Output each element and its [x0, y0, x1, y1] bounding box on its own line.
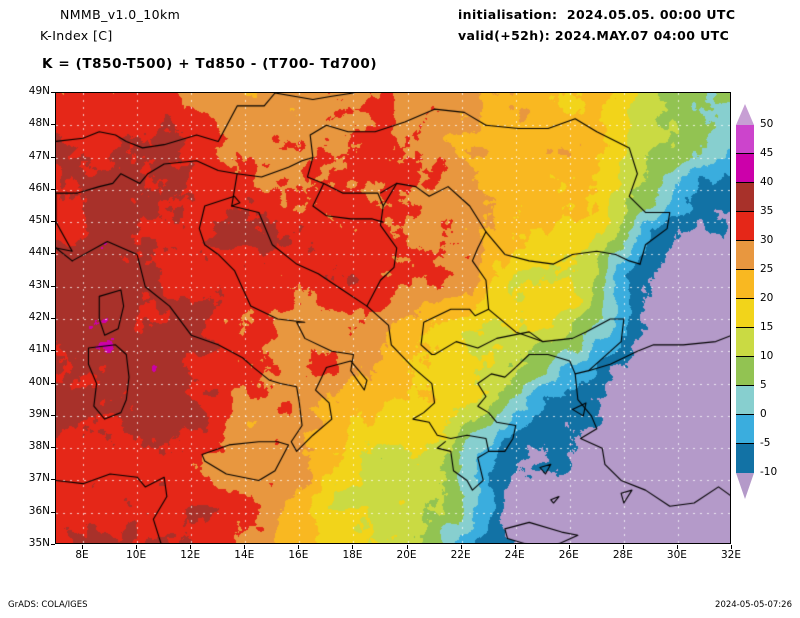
latitude-tick: [51, 285, 55, 287]
longitude-tick: [622, 545, 624, 549]
colorbar-band[interactable]: [736, 357, 754, 386]
latitude-tick: [51, 414, 55, 416]
longitude-tick-label: 10E: [126, 549, 147, 561]
latitude-tick: [51, 544, 55, 545]
longitude-tick: [406, 545, 408, 549]
colorbar-band[interactable]: [736, 299, 754, 328]
variable-name-label: K-Index [C]: [40, 28, 113, 43]
map-plot-area[interactable]: [55, 92, 731, 544]
latitude-tick: [51, 447, 55, 449]
longitude-tick: [244, 545, 246, 549]
colorbar-tick-label: 50: [760, 118, 774, 130]
latitude-tick-label: 39N: [28, 407, 50, 420]
longitude-tick-label: 14E: [234, 549, 255, 561]
timestamp-label: 2024-05-05-07:26: [715, 600, 792, 610]
colorbar-tick-label: -10: [760, 466, 778, 478]
longitude-tick: [190, 545, 192, 549]
latitude-tick: [51, 221, 55, 223]
latitude-tick: [51, 124, 55, 126]
longitude-tick-label: 12E: [180, 549, 201, 561]
model-name-label: NMMB_v1.0_10km: [60, 7, 181, 22]
colorbar-legend[interactable]: [736, 125, 754, 473]
longitude-tick: [676, 545, 678, 549]
latitude-tick: [51, 350, 55, 352]
longitude-tick: [298, 545, 300, 549]
longitude-tick: [731, 545, 732, 549]
formula-label: K = (T850-T500) + Td850 - (T700- Td700): [42, 56, 378, 72]
colorbar-tick-label: 5: [760, 379, 767, 391]
latitude-tick-label: 46N: [28, 181, 50, 194]
longitude-tick-label: 20E: [396, 549, 417, 561]
latitude-tick-label: 38N: [28, 440, 50, 453]
longitude-tick: [514, 545, 516, 549]
longitude-tick-label: 30E: [666, 549, 687, 561]
latitude-tick: [51, 92, 55, 93]
colorbar-tick-label: 20: [760, 292, 774, 304]
colorbar-tick-label: 10: [760, 350, 774, 362]
longitude-tick-label: 28E: [612, 549, 633, 561]
colorbar-tick-label: 40: [760, 176, 774, 188]
colorbar-tick-label: 45: [760, 147, 774, 159]
valid-time-label: valid(+52h): 2024.MAY.07 04:00 UTC: [458, 28, 730, 43]
longitude-tick-label: 16E: [288, 549, 309, 561]
latitude-tick-label: 47N: [28, 149, 50, 162]
colorbar-tick-label: 30: [760, 234, 774, 246]
latitude-tick: [51, 188, 55, 190]
triangle-down-icon: [736, 473, 754, 499]
colorbar-band[interactable]: [736, 125, 754, 154]
latitude-tick: [51, 253, 55, 255]
kindex-heatmap-canvas: [56, 93, 730, 543]
colorbar-tick-label: -5: [760, 437, 771, 449]
longitude-tick: [82, 545, 84, 549]
latitude-tick-label: 45N: [28, 214, 50, 227]
longitude-tick-label: 26E: [558, 549, 579, 561]
longitude-tick-label: 22E: [450, 549, 471, 561]
latitude-tick-label: 36N: [28, 504, 50, 517]
longitude-tick-label: 24E: [504, 549, 525, 561]
latitude-tick-label: 42N: [28, 311, 50, 323]
colorbar-band[interactable]: [736, 270, 754, 299]
colorbar-band[interactable]: [736, 212, 754, 241]
colorbar-tick-label: 35: [760, 205, 774, 217]
latitude-tick: [51, 318, 55, 319]
latitude-tick-label: 49N: [28, 85, 50, 97]
colorbar-band[interactable]: [736, 183, 754, 212]
colorbar-band[interactable]: [736, 241, 754, 270]
credit-label: GrADS: COLA/IGES: [8, 600, 88, 610]
longitude-tick: [568, 545, 570, 549]
colorbar-band[interactable]: [736, 386, 754, 415]
triangle-up-icon: [736, 104, 754, 125]
latitude-tick-label: 35N: [28, 537, 50, 549]
colorbar-band[interactable]: [736, 328, 754, 357]
latitude-tick-label: 40N: [28, 375, 50, 388]
latitude-tick-label: 43N: [28, 278, 50, 291]
latitude-tick: [51, 511, 55, 513]
colorbar-tick-label: 15: [760, 321, 774, 333]
colorbar-band[interactable]: [736, 444, 754, 473]
latitude-tick-label: 37N: [28, 472, 50, 485]
longitude-tick: [352, 545, 354, 549]
longitude-tick-label: 32E: [721, 549, 741, 561]
latitude-tick: [51, 479, 55, 481]
latitude-tick: [51, 156, 55, 158]
colorbar-tick-label: 0: [760, 408, 767, 420]
latitude-tick-label: 44N: [28, 246, 50, 259]
longitude-tick: [136, 545, 138, 549]
initialisation-label: initialisation: 2024.05.05. 00:00 UTC: [458, 7, 736, 22]
latitude-tick-label: 41N: [28, 343, 50, 356]
colorbar-band[interactable]: [736, 415, 754, 444]
latitude-tick: [51, 382, 55, 384]
longitude-tick-label: 8E: [75, 549, 89, 561]
colorbar-band[interactable]: [736, 154, 754, 183]
latitude-tick-label: 48N: [28, 117, 50, 130]
colorbar-tick-label: 25: [760, 263, 774, 275]
longitude-tick: [460, 545, 462, 549]
longitude-tick-label: 18E: [342, 549, 363, 561]
